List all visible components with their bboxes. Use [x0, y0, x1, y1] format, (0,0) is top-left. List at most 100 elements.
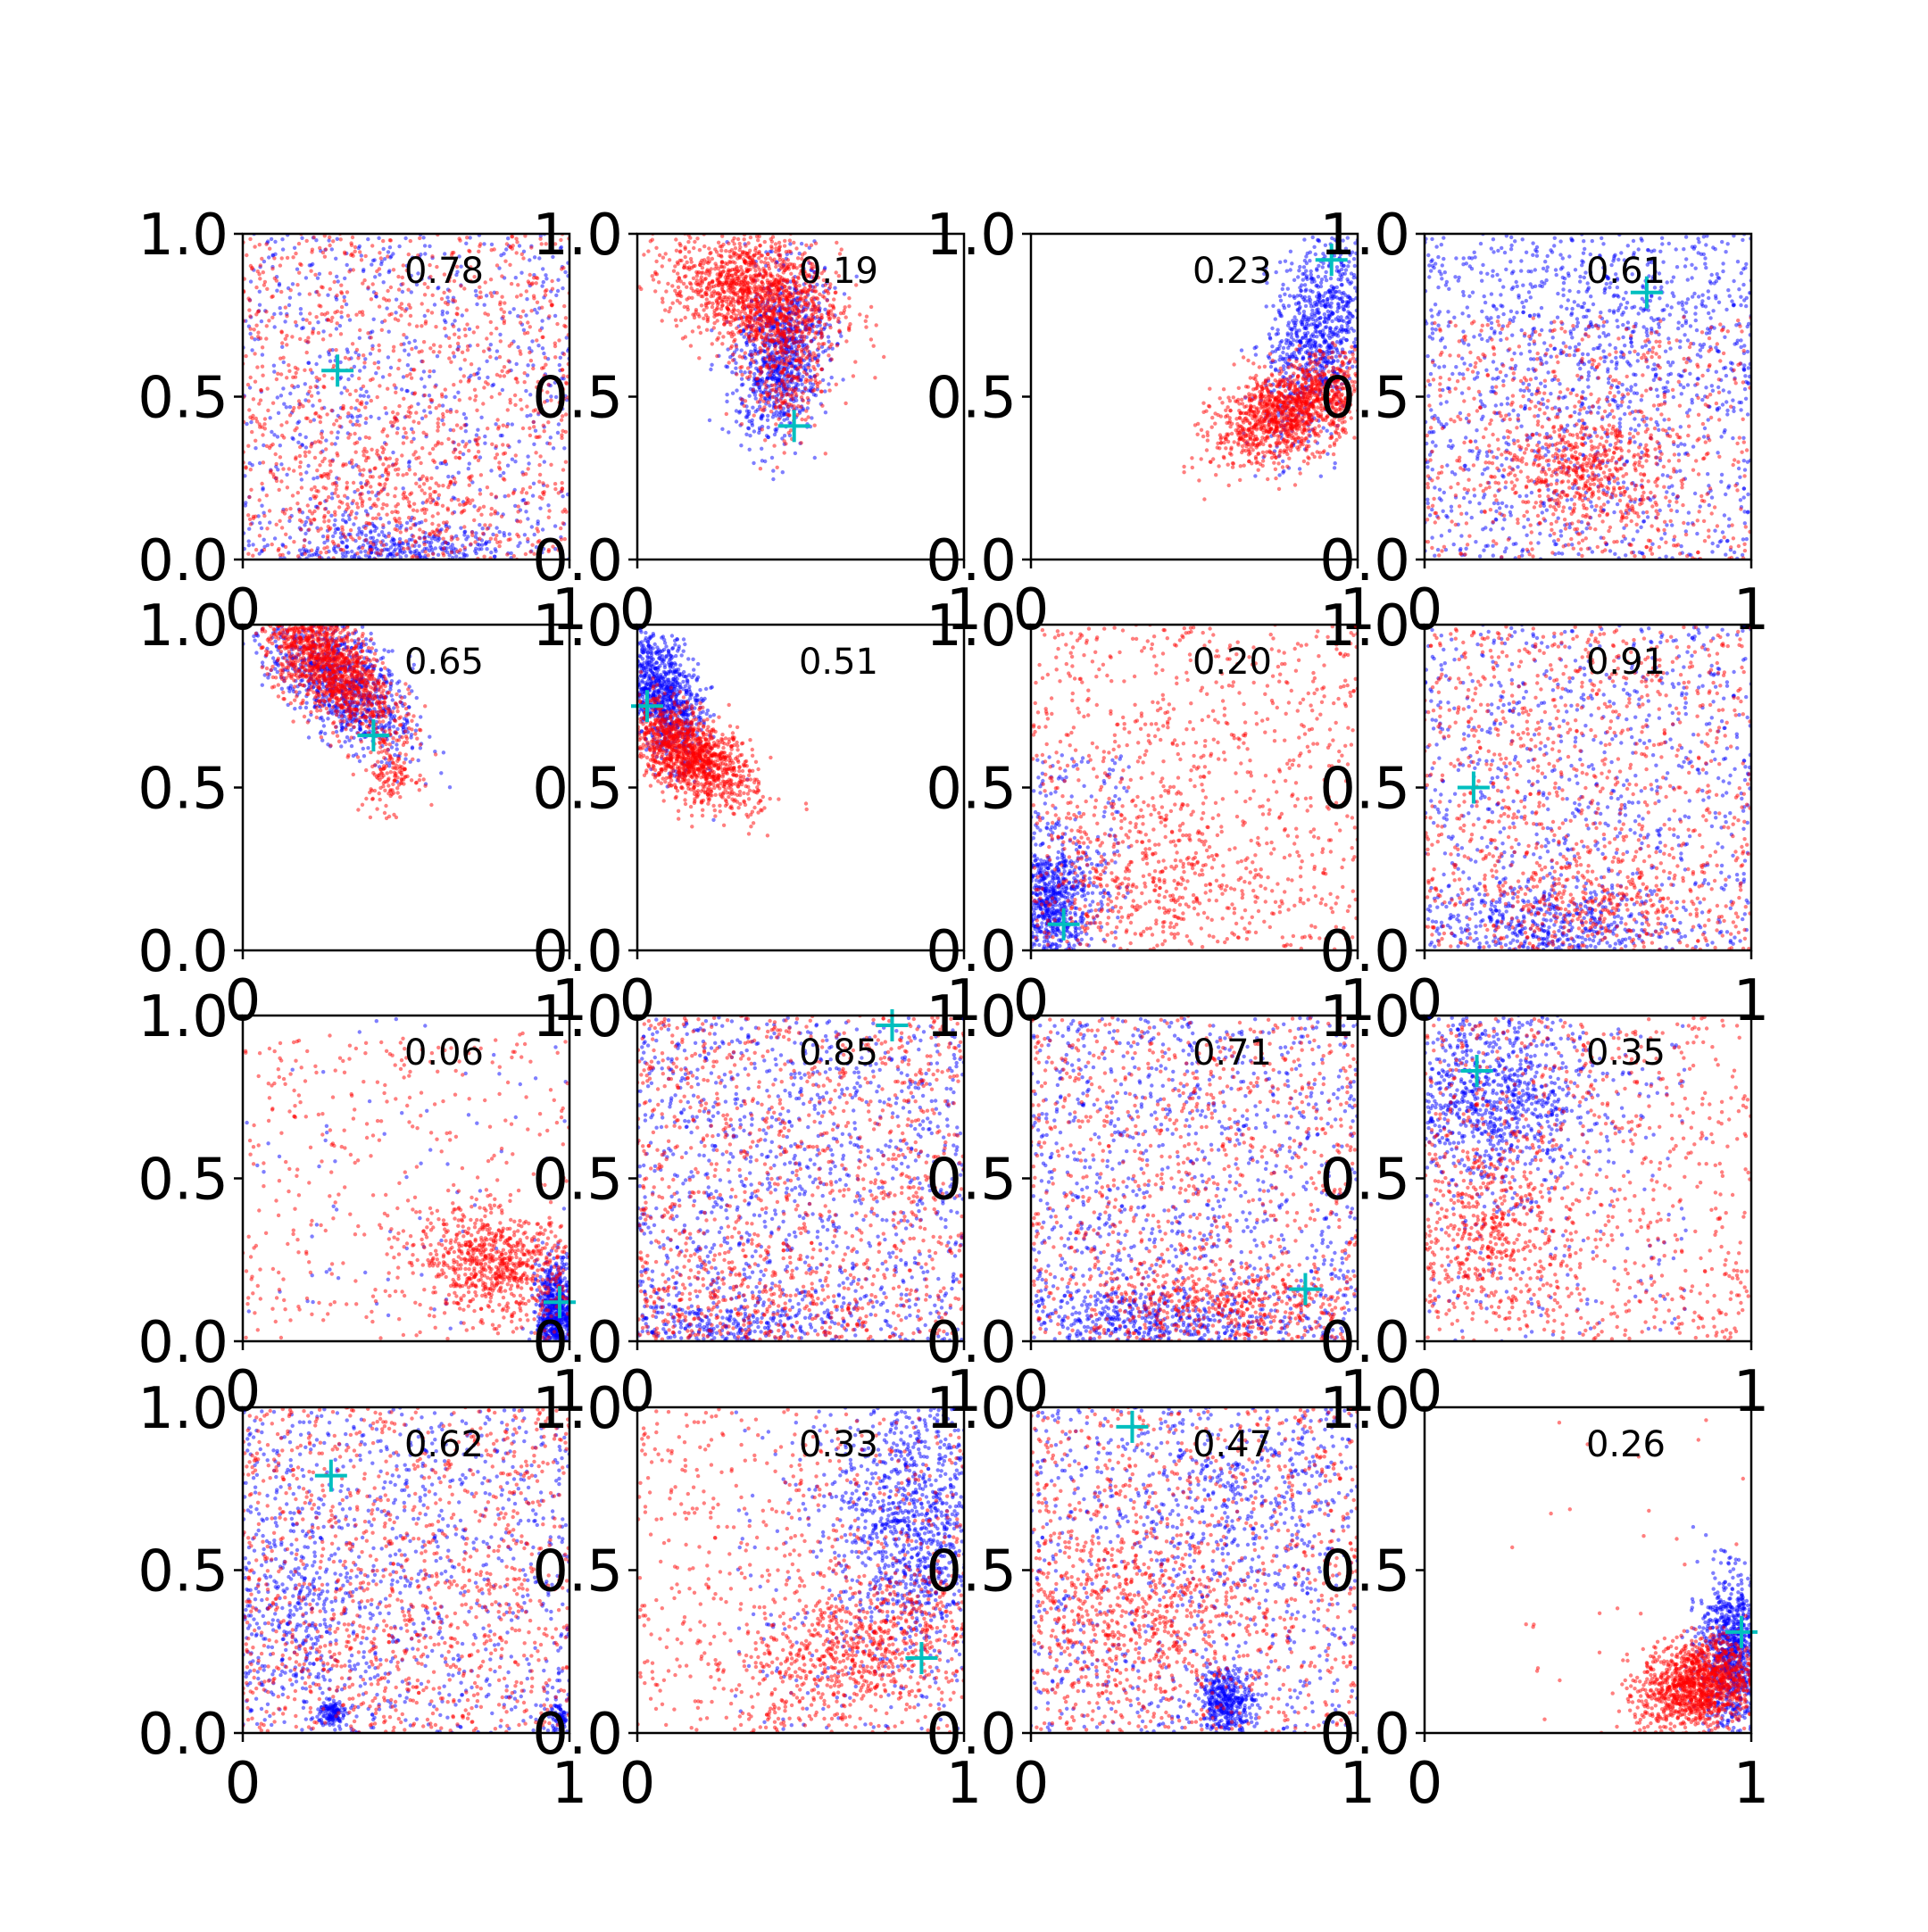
red-point [790, 364, 794, 368]
red-point [442, 537, 445, 541]
red-point [396, 502, 400, 506]
red-point [727, 242, 730, 245]
red-point [758, 268, 761, 271]
red-point [382, 543, 386, 547]
blue-point [300, 236, 303, 240]
red-point [789, 403, 793, 407]
red-point [343, 251, 346, 254]
red-point [534, 451, 537, 454]
blue-point [283, 319, 287, 323]
blue-point [563, 270, 567, 274]
red-point [363, 405, 367, 409]
red-point [789, 302, 793, 305]
red-point [836, 317, 840, 320]
red-point [395, 552, 398, 556]
red-point [511, 235, 514, 238]
red-point [654, 260, 658, 263]
red-point [265, 324, 269, 328]
red-point [436, 425, 440, 428]
blue-point [341, 541, 345, 544]
red-point [791, 308, 794, 311]
red-point [329, 319, 333, 323]
red-point [250, 266, 253, 269]
red-point [486, 346, 490, 350]
red-point [269, 444, 272, 447]
red-point [313, 496, 317, 500]
red-point [321, 385, 325, 388]
blue-point [316, 391, 320, 394]
red-point [478, 537, 481, 541]
red-point [782, 400, 785, 403]
red-point [280, 341, 284, 344]
blue-point [280, 237, 284, 241]
red-point [404, 528, 408, 532]
red-point [805, 320, 809, 324]
blue-point [267, 255, 270, 259]
blue-point [457, 471, 461, 475]
blue-point [285, 473, 288, 477]
blue-point [394, 543, 397, 547]
red-point [761, 289, 765, 293]
blue-point [362, 561, 366, 565]
red-point [411, 368, 415, 371]
red-point [246, 296, 250, 300]
red-point [319, 451, 322, 454]
red-point [275, 523, 278, 527]
blue-point [766, 414, 769, 418]
red-point [514, 453, 518, 457]
red-point [406, 546, 410, 550]
red-point [675, 292, 678, 295]
red-point [677, 286, 680, 289]
red-point [789, 317, 793, 320]
blue-point [354, 511, 358, 515]
blue-point [436, 354, 439, 358]
red-point [473, 456, 477, 460]
blue-point [536, 519, 540, 523]
red-point [772, 444, 776, 447]
blue-point [526, 363, 529, 367]
red-point [508, 263, 511, 267]
red-point [788, 294, 792, 298]
red-point [421, 530, 425, 534]
red-point [340, 291, 344, 294]
red-point [411, 535, 415, 538]
red-point [463, 334, 467, 337]
red-point [375, 517, 378, 520]
red-point [711, 257, 714, 261]
blue-point [316, 546, 320, 550]
red-point [299, 472, 303, 476]
blue-point [763, 460, 767, 463]
blue-point [481, 527, 485, 530]
blue-point [324, 438, 328, 442]
blue-point [258, 303, 262, 307]
red-point [835, 344, 839, 347]
red-point [561, 481, 564, 485]
red-point [385, 443, 388, 446]
blue-point [422, 409, 426, 412]
red-point [717, 253, 720, 257]
blue-point [328, 352, 331, 356]
blue-point [281, 247, 285, 251]
red-point [864, 325, 868, 328]
red-point [440, 394, 444, 398]
red-point [811, 365, 815, 369]
blue-point [436, 553, 440, 557]
blue-point [341, 513, 345, 517]
blue-point [708, 419, 711, 422]
red-point [331, 239, 335, 243]
red-point [360, 402, 363, 406]
blue-point [751, 419, 754, 422]
red-point [438, 344, 442, 348]
red-point [244, 465, 247, 468]
blue-point [343, 295, 346, 299]
red-point [307, 527, 311, 531]
red-point [278, 455, 282, 459]
red-point [806, 415, 810, 419]
red-point [766, 253, 769, 256]
red-point [310, 549, 313, 552]
red-point [778, 332, 782, 336]
blue-point [258, 551, 262, 555]
red-point [535, 435, 538, 439]
blue-point [771, 468, 775, 472]
blue-point [350, 550, 353, 553]
